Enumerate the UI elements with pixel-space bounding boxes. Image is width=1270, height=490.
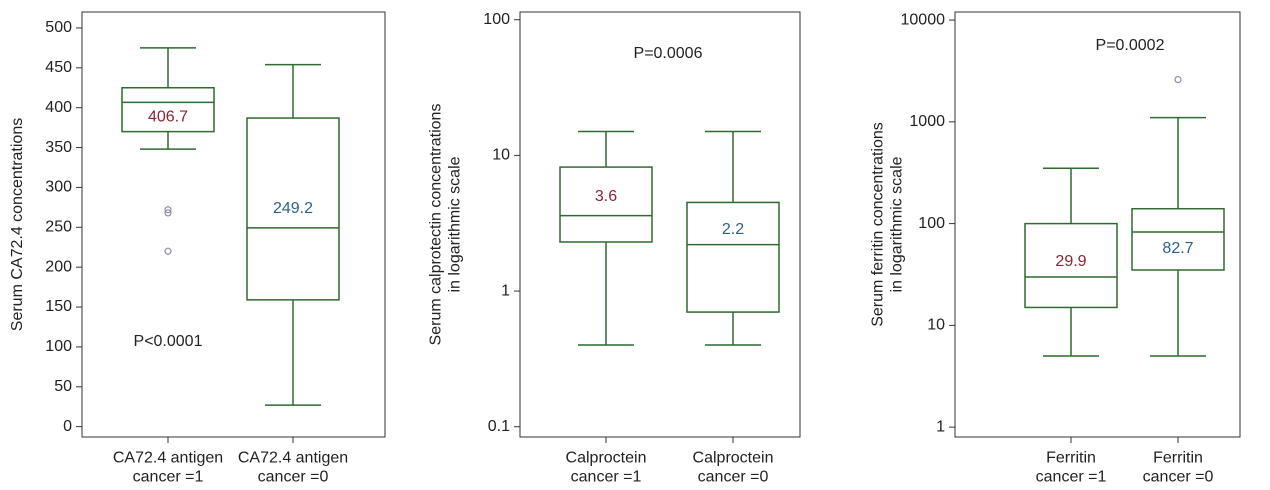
- plot-frame: [81, 11, 386, 438]
- box: [246, 117, 340, 301]
- box: [686, 201, 780, 313]
- plot-frame: [954, 11, 1241, 438]
- median-label: 82.7: [1162, 240, 1193, 257]
- y-tick-label: 400: [45, 99, 72, 116]
- annotation: P=0.0006: [634, 45, 703, 62]
- outlier: [164, 209, 172, 217]
- outlier: [164, 247, 172, 255]
- y-tick-label: 200: [45, 258, 72, 275]
- x-tick-label: Ferritin cancer =1: [1036, 450, 1107, 486]
- y-tick-label: 1: [501, 282, 510, 299]
- box: [1131, 207, 1225, 271]
- median-label: 406.7: [148, 109, 188, 126]
- outlier: [1174, 75, 1182, 84]
- y-tick-label: 50: [54, 378, 72, 395]
- y-tick-label: 10: [492, 147, 510, 164]
- y-tick-label: 0: [63, 418, 72, 435]
- y-tick-label: 1: [936, 418, 945, 435]
- y-tick-label: 250: [45, 219, 72, 236]
- y-tick-label: 350: [45, 139, 72, 156]
- box: [121, 87, 215, 133]
- y-tick-label: 10: [927, 317, 945, 334]
- y-tick-label: 100: [45, 338, 72, 355]
- box: [559, 166, 653, 243]
- x-tick-label: Ferritin cancer =0: [1143, 450, 1214, 486]
- median-label: 249.2: [273, 200, 313, 217]
- y-tick-label: 500: [45, 19, 72, 36]
- y-tick-label: 300: [45, 179, 72, 196]
- x-tick-label: CA72.4 antigen cancer =0: [238, 450, 348, 486]
- plot-frame: [519, 11, 801, 438]
- y-axis-label: Serum CA72.4 concentrations: [9, 118, 26, 331]
- y-tick-label: 10000: [901, 11, 946, 28]
- y-tick-label: 150: [45, 298, 72, 315]
- y-axis-label: Serum ferritin concentrations in logarith…: [870, 122, 906, 327]
- annotation: P<0.0001: [134, 333, 203, 350]
- y-tick-label: 100: [483, 11, 510, 28]
- median-label: 3.6: [595, 188, 617, 205]
- x-tick-label: Calproctein cancer =0: [693, 450, 774, 486]
- x-tick-label: Calproctein cancer =1: [566, 450, 647, 486]
- median-label: 29.9: [1055, 253, 1086, 270]
- y-tick-label: 1000: [909, 113, 945, 130]
- median-label: 2.2: [722, 221, 744, 238]
- y-tick-label: 450: [45, 59, 72, 76]
- x-tick-label: CA72.4 antigen cancer =1: [113, 450, 223, 486]
- y-tick-label: 100: [918, 215, 945, 232]
- box: [1024, 222, 1118, 309]
- y-axis-label: Serum calprotectin concentrations in loga…: [428, 104, 464, 346]
- y-tick-label: 0.1: [488, 418, 510, 435]
- annotation: P=0.0002: [1096, 37, 1165, 54]
- outlier: [164, 206, 172, 214]
